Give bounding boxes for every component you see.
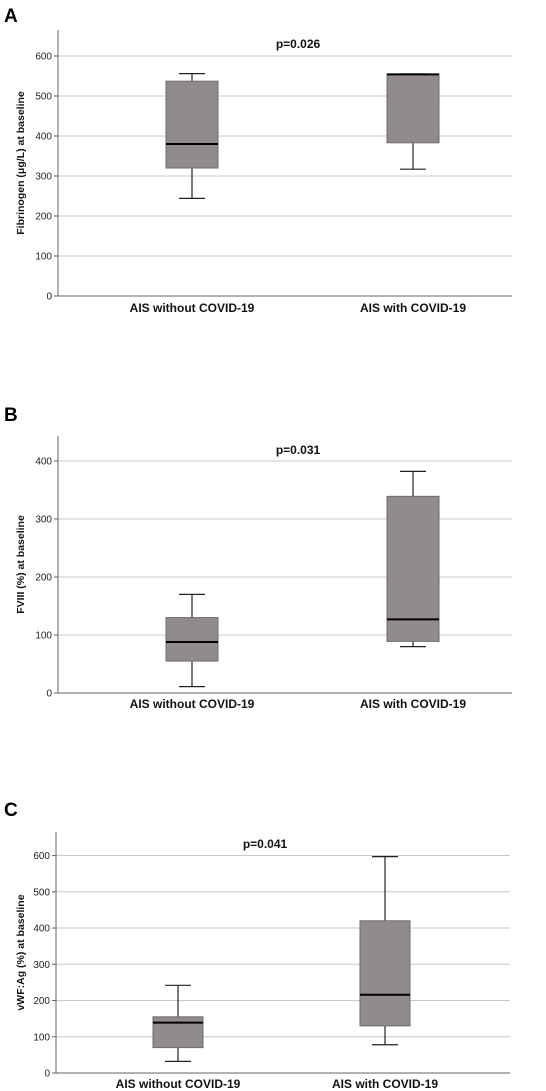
iqr-box (386, 73, 440, 144)
panel-a: A 0 100 200 300 400 500 600 Fibrinogen (μg/L) at… (4, 6, 512, 315)
category-label: AIS with COVID-19 (360, 301, 466, 315)
y-axis-label: vWF:Ag (%) at baseline (15, 894, 27, 1010)
p-value-annotation: p=0.026 (276, 37, 321, 51)
box-1 (152, 984, 204, 1063)
category-label: AIS without COVID-19 (116, 1077, 241, 1091)
y-tick-label: 600 (35, 52, 52, 63)
panel-b: B 0 100 200 300 400 FVIII (%) at baseline p=0.0… (4, 405, 512, 711)
y-axis-label: Fibrinogen (μg/L) at baseline (15, 91, 27, 235)
y-tick-label: 100 (33, 1032, 50, 1043)
y-tick-label: 100 (35, 630, 52, 641)
y-tick-label: 500 (33, 887, 50, 898)
y-tick-label: 600 (33, 851, 50, 862)
panel-letter: A (4, 6, 18, 27)
y-tick-label: 400 (35, 132, 52, 143)
iqr-box (165, 80, 219, 169)
panel-c: C 0 100 200 300 400 500 600 vWF:Ag (%) at baseli… (4, 800, 510, 1091)
y-tick-label: 200 (35, 572, 52, 583)
y-tick-label: 0 (46, 292, 52, 303)
box-1 (165, 72, 219, 199)
box-2 (359, 856, 411, 1046)
category-label: AIS with COVID-19 (332, 1077, 438, 1091)
category-label: AIS without COVID-19 (130, 301, 255, 315)
y-tick-label: 200 (33, 996, 50, 1007)
y-tick-label: 100 (35, 252, 52, 263)
y-tick-label: 300 (33, 960, 50, 971)
y-tick-label: 400 (35, 456, 52, 467)
panel-letter: C (4, 800, 18, 821)
iqr-box (152, 1016, 204, 1049)
y-tick-label: 500 (35, 92, 52, 103)
y-axis-label: FVIII (%) at baseline (15, 515, 27, 614)
y-tick-label: 0 (46, 689, 52, 700)
iqr-box (386, 495, 440, 642)
iqr-box (165, 617, 219, 662)
box-2 (386, 73, 440, 170)
y-tick-label: 300 (35, 172, 52, 183)
y-tick-label: 300 (35, 514, 52, 525)
p-value-annotation: p=0.031 (276, 443, 321, 457)
category-label: AIS with COVID-19 (360, 697, 466, 711)
y-tick-label: 400 (33, 924, 50, 935)
p-value-annotation: p=0.041 (243, 837, 288, 851)
panel-letter: B (4, 405, 18, 426)
iqr-box (359, 920, 411, 1027)
y-tick-label: 0 (44, 1069, 50, 1080)
category-label: AIS without COVID-19 (130, 697, 255, 711)
y-tick-label: 200 (35, 212, 52, 223)
box-1 (165, 593, 219, 688)
box-2 (386, 470, 440, 648)
